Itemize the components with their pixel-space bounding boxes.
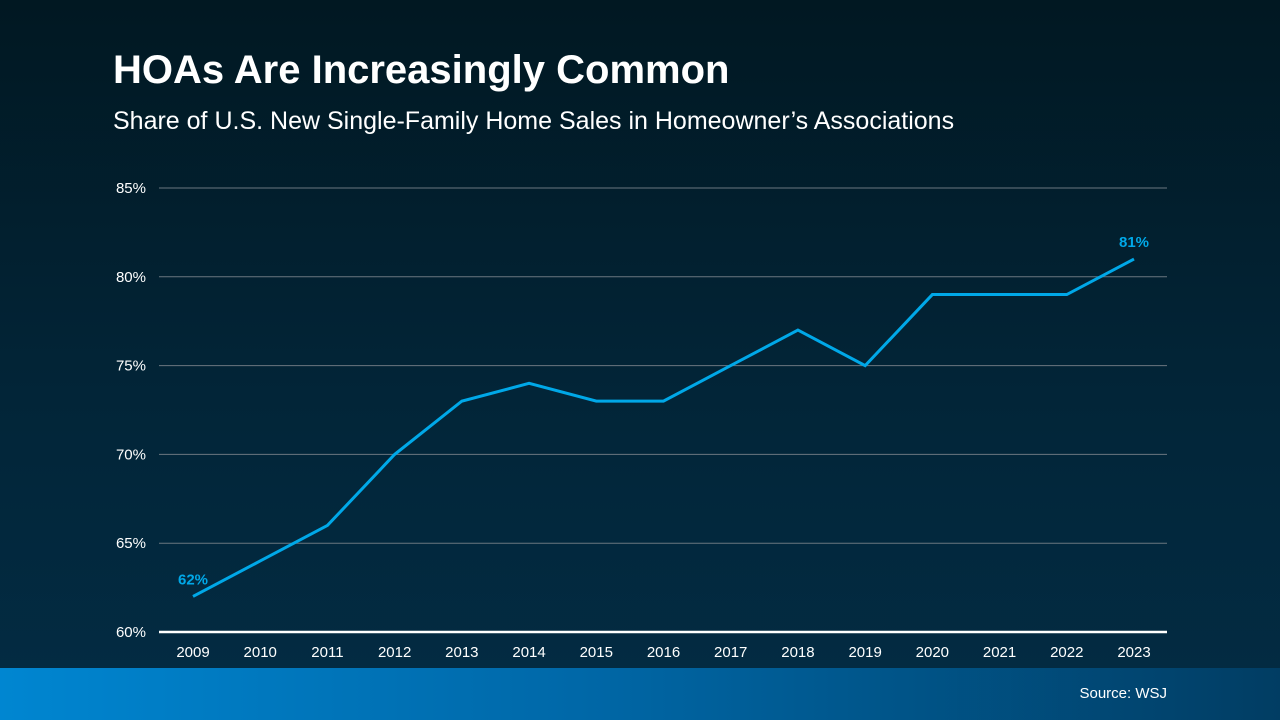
x-tick-label: 2017: [714, 644, 747, 661]
data-label: 81%: [1119, 234, 1149, 251]
chart-title: HOAs Are Increasingly Common: [113, 48, 730, 92]
x-tick-label: 2014: [512, 644, 545, 661]
x-tick-label: 2022: [1050, 644, 1083, 661]
y-tick-label: 60%: [116, 624, 146, 641]
x-tick-label: 2013: [445, 644, 478, 661]
y-tick-label: 80%: [116, 269, 146, 286]
x-tick-label: 2009: [176, 644, 209, 661]
y-tick-label: 85%: [116, 180, 146, 197]
footer-bar: Source: WSJ: [0, 668, 1280, 720]
x-tick-label: 2021: [983, 644, 1016, 661]
y-tick-label: 70%: [116, 446, 146, 463]
x-tick-label: 2020: [916, 644, 949, 661]
data-line: [192, 257, 1135, 598]
line-chart: 60% 65% 70% 75% 80% 85% 2009 2010 2011 2012 2013 20…: [116, 180, 1167, 661]
y-tick-label: 65%: [116, 535, 146, 552]
x-tick-label: 2011: [311, 644, 343, 661]
x-tick-label: 2016: [647, 644, 680, 661]
x-tick-label: 2012: [378, 644, 411, 661]
x-tick-label: 2010: [244, 644, 277, 661]
chart-subtitle: Share of U.S. New Single-Family Home Sal…: [113, 107, 955, 135]
x-tick-label: 2018: [781, 644, 814, 661]
x-tick-label: 2023: [1117, 644, 1150, 661]
y-tick-label: 75%: [116, 358, 146, 375]
x-tick-label: 2015: [580, 644, 613, 661]
source-note: Source: WSJ: [1079, 685, 1167, 702]
data-label: 62%: [178, 571, 208, 588]
x-tick-label: 2019: [848, 644, 881, 661]
